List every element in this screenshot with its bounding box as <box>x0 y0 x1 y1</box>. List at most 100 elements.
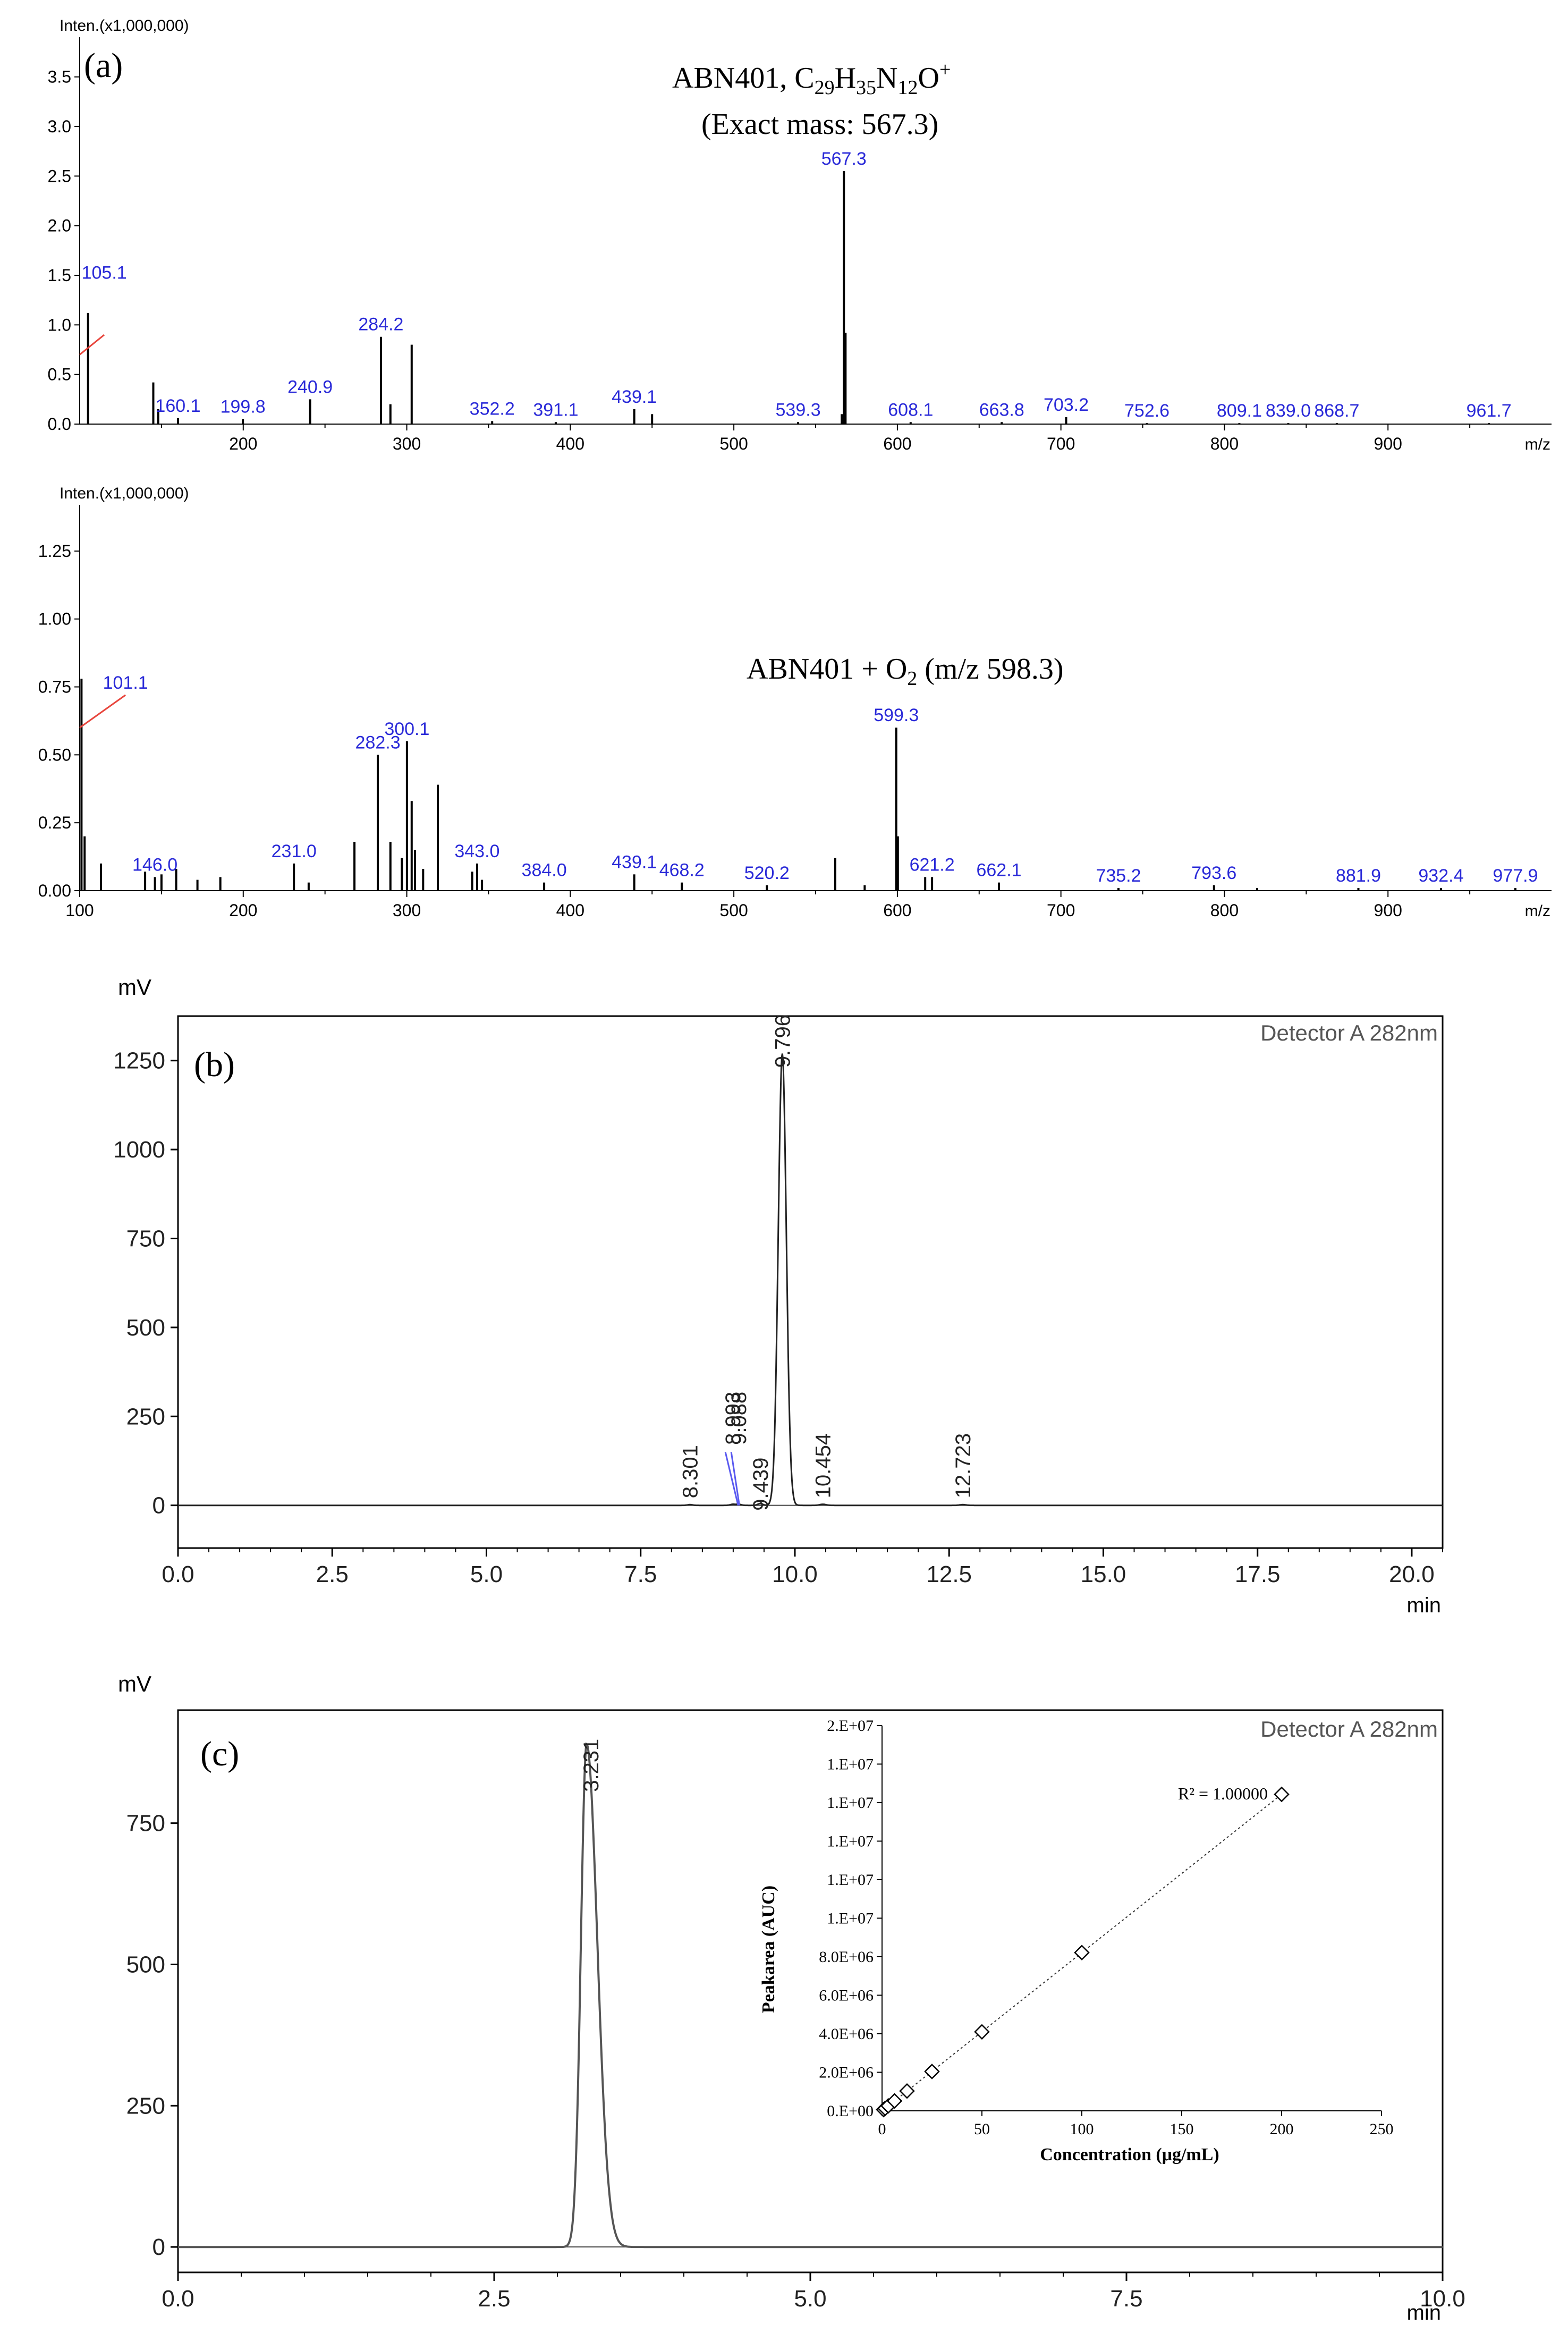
chrom-x-tick-label: 15.0 <box>1081 1561 1126 1587</box>
ms-peak-label: 839.0 <box>1266 401 1311 421</box>
ms-x-tick-label: 400 <box>556 434 584 453</box>
ms-spectrum-b: Inten.(x1,000,000) 0.00 0.25 0.50 0.75 1.00 1… <box>38 485 1552 920</box>
ms-x-tick-label: 800 <box>1210 434 1239 453</box>
inset-r2: R² = 1.00000 <box>1178 1784 1268 1803</box>
chrom-b-integration-mark <box>730 1451 740 1506</box>
ms-peak-label: 199.8 <box>221 397 266 417</box>
chromatogram-b: mV 0 250 500 750 1000 1250 0.0 2.5 5.0 7.5 10.0 12.… <box>113 975 1444 1617</box>
ms-peak-label: 881.9 <box>1336 866 1381 886</box>
chrom-x-tick-label: 2.5 <box>316 1561 349 1587</box>
ms-y-tick-label: 0.00 <box>38 881 71 900</box>
ms-peak-label: 384.0 <box>522 860 567 881</box>
ms-x-tick-label: 800 <box>1210 901 1239 920</box>
ms-x-tick-label: 200 <box>229 901 257 920</box>
ms-b-peaks <box>79 679 1516 891</box>
chrom-x-tick-label: 7.5 <box>624 1561 657 1587</box>
ms-peak-label: 662.1 <box>976 860 1021 881</box>
chrom-b-line <box>178 1053 1443 1507</box>
chrom-b-peak-label: 9.796 <box>771 1014 794 1068</box>
inset-data-point <box>886 2093 903 2109</box>
ms-peak-label: 539.3 <box>776 400 821 420</box>
panel-c-label: (c) <box>200 1735 239 1773</box>
ms-x-tick-label: 700 <box>1047 434 1075 453</box>
ms-x-tick-label: 300 <box>393 901 421 920</box>
ms-x-tick-label: 600 <box>883 901 911 920</box>
ms-a-peak-labels: 105.1 160.1 199.8 240.9 284.2 352.2 391.1 439.1… <box>82 149 1512 421</box>
ms-x-tick-label: 400 <box>556 901 584 920</box>
ms-b-title-suffix: (m/z 598.3) <box>917 653 1063 686</box>
ms-peak-label: 160.1 <box>155 396 200 416</box>
inset-y-tick-label: 1.E+07 <box>827 1910 874 1927</box>
ms-y-tick-label: 0.25 <box>38 813 71 832</box>
ms-peak-label: 105.1 <box>82 263 127 283</box>
ms-x-tick-label: 500 <box>719 434 748 453</box>
inset-y-tick-label: 0.E+00 <box>827 2102 874 2120</box>
ms-a-el-3: N <box>876 62 897 95</box>
ms-y-tick-label: 1.25 <box>38 542 71 561</box>
chrom-b-peak-label: 12.723 <box>952 1433 975 1498</box>
chrom-b-frame <box>177 1015 1444 1549</box>
chrom-x-tick-label: 2.5 <box>478 2286 510 2312</box>
chrom-b-peak-label: 10.454 <box>812 1433 835 1498</box>
ms-peak-label: 439.1 <box>612 852 657 872</box>
ms-peak-label: 961.7 <box>1467 401 1512 421</box>
ms-x-unit: m/z <box>1525 436 1550 453</box>
ms-a-sub-1: 29 <box>815 77 835 99</box>
ms-b-title-prefix: ABN401 + O <box>747 653 907 686</box>
chrom-c-xlabel: min <box>1407 2301 1441 2324</box>
ms-a-title-prefix: ABN401, C <box>672 62 815 95</box>
chrom-b-peak-label: 9.439 <box>749 1458 773 1511</box>
ms-peak-label: 282.3 <box>355 732 401 753</box>
ms-peak-label: 621.2 <box>910 855 955 875</box>
panel-a-label: (a) <box>84 46 123 85</box>
ms-x-tick-label: 900 <box>1374 901 1402 920</box>
inset-y-tick-label: 1.E+07 <box>827 1756 874 1773</box>
chrom-b-detector: Detector A 282nm <box>1260 1020 1438 1045</box>
ms-a-peaks <box>79 171 1490 424</box>
ms-zoom-marker <box>79 334 105 356</box>
inset-y-tick-label: 4.0E+06 <box>819 2025 874 2043</box>
chrom-x-tick-label: 5.0 <box>470 1561 503 1587</box>
ms-x-unit: m/z <box>1525 902 1550 920</box>
ms-peak-label: 146.0 <box>132 855 177 875</box>
ms-y-tick-label: 1.00 <box>38 610 71 629</box>
chrom-b-xlabel: min <box>1407 1594 1441 1617</box>
ms-y-tick-label: 0.0 <box>48 415 71 434</box>
calibration-inset: 0.E+00 2.0E+06 4.0E+06 6.0E+06 8.0E+06 1.E+07… <box>759 1717 1394 2165</box>
chrom-x-tick-label: 7.5 <box>1110 2286 1142 2312</box>
ms-a-el-2: H <box>835 62 856 95</box>
inset-data-point <box>1274 1786 1290 1803</box>
inset-x-tick-label: 50 <box>974 2120 990 2138</box>
ms-b-title: ABN401 + O2 (m/z 598.3) <box>747 653 1064 690</box>
chrom-b-peak-label: 9.088 <box>727 1392 751 1445</box>
ms-peak-label: 300.1 <box>384 719 429 739</box>
ms-peak-label: 391.1 <box>533 400 578 420</box>
ms-zoom-marker <box>79 694 126 729</box>
ms-y-tick-label: 2.5 <box>48 166 71 185</box>
chrom-y-tick-label: 250 <box>126 2093 165 2119</box>
chrom-x-tick-label: 0.0 <box>162 1561 194 1587</box>
ms-peak-label: 101.1 <box>103 673 148 693</box>
ms-b-axes: 0.00 0.25 0.50 0.75 1.00 1.25 100 200 300 400 500 6… <box>38 505 1552 920</box>
ms-peak-label: 663.8 <box>979 400 1024 420</box>
chrom-y-tick-label: 0 <box>152 1493 165 1519</box>
inset-y-tick-label: 8.0E+06 <box>819 1948 874 1966</box>
ms-peak-label: 468.2 <box>659 860 705 881</box>
ms-peak-label: 231.0 <box>272 841 317 861</box>
inset-data-point <box>1074 1944 1090 1960</box>
chrom-y-tick-label: 1250 <box>113 1048 165 1074</box>
ms-a-el-4: O <box>918 62 939 95</box>
chrom-c-trace: 3.231 <box>178 1739 1443 2248</box>
inset-y-tick-label: 1.E+07 <box>827 1871 874 1889</box>
chrom-x-tick-label: 20.0 <box>1389 1561 1435 1587</box>
chrom-y-tick-label: 750 <box>126 1811 165 1837</box>
inset-x-tick-label: 0 <box>878 2120 886 2138</box>
ms-a-exact-mass: (Exact mass: 567.3) <box>701 108 938 141</box>
inset-x-tick-label: 100 <box>1070 2120 1094 2138</box>
panel-b-label: (b) <box>194 1045 235 1084</box>
chrom-x-tick-label: 0.0 <box>162 2286 194 2312</box>
chrom-y-tick-label: 0 <box>152 2234 165 2260</box>
inset-y-tick-label: 2.E+07 <box>827 1717 874 1735</box>
inset-x-tick-label: 200 <box>1270 2120 1294 2138</box>
